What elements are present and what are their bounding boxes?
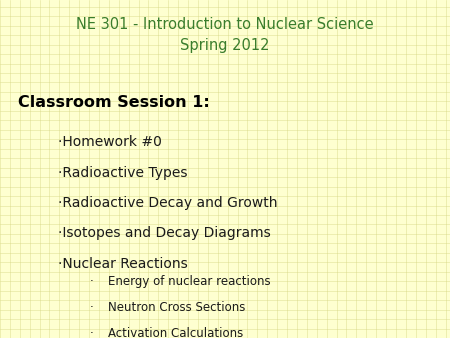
Text: NE 301 - Introduction to Nuclear Science
Spring 2012: NE 301 - Introduction to Nuclear Science… [76,17,374,53]
Text: ·: · [90,275,94,288]
Text: Neutron Cross Sections: Neutron Cross Sections [108,301,245,314]
Text: ·Isotopes and Decay Diagrams: ·Isotopes and Decay Diagrams [58,226,271,240]
Text: ·Homework #0: ·Homework #0 [58,135,162,149]
Text: ·Radioactive Types: ·Radioactive Types [58,166,188,179]
Text: ·Radioactive Decay and Growth: ·Radioactive Decay and Growth [58,196,278,210]
Text: ·: · [90,327,94,338]
Text: Classroom Session 1:: Classroom Session 1: [18,95,210,110]
Text: Activation Calculations: Activation Calculations [108,327,243,338]
Text: ·Nuclear Reactions: ·Nuclear Reactions [58,257,188,271]
Text: ·: · [90,301,94,314]
Text: Energy of nuclear reactions: Energy of nuclear reactions [108,275,270,288]
